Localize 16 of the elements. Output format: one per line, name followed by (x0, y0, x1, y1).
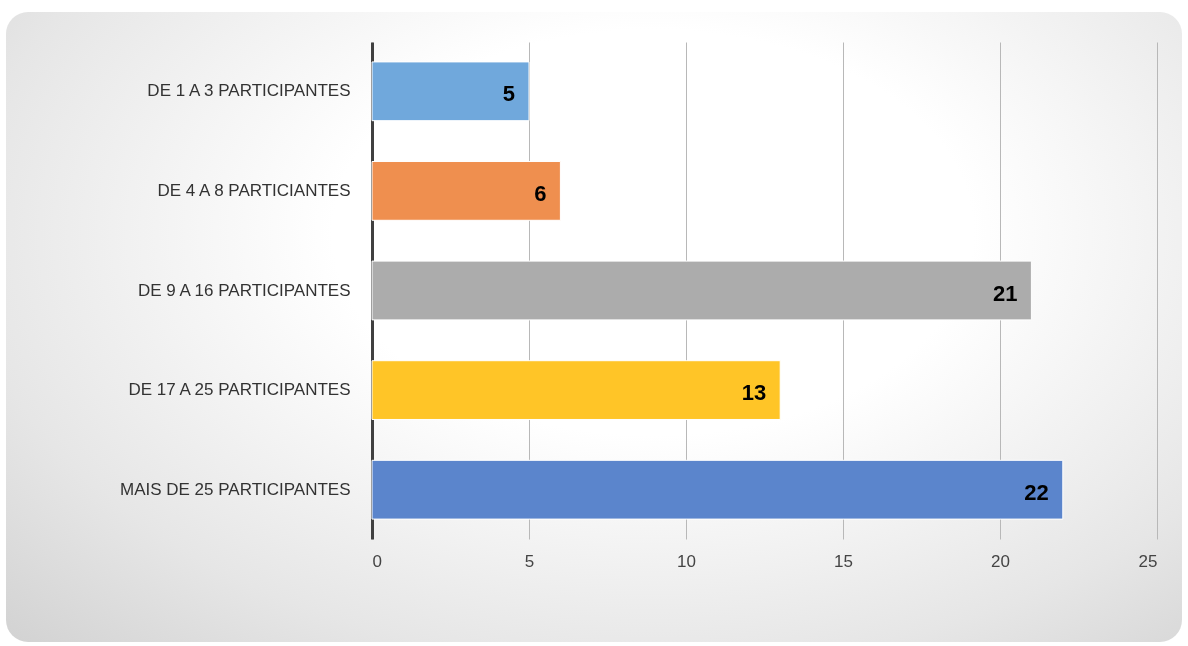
data-label: 6 (534, 180, 547, 206)
x-tick-label: 15 (834, 551, 853, 571)
data-label: 5 (502, 81, 515, 107)
y-tick-label: DE 1 A 3 PARTICIPANTES (147, 81, 351, 101)
x-tick-label: 10 (677, 551, 696, 571)
y-tick-label: DE 4 A 8 PARTICIANTES (157, 180, 351, 200)
x-tick-label: 20 (991, 551, 1010, 571)
y-tick-label: DE 9 A 16 PARTICIPANTES (137, 280, 351, 300)
data-label: 13 (741, 380, 767, 406)
x-tick-label: 0 (372, 551, 382, 571)
x-tick-label: 25 (1138, 551, 1158, 571)
x-tick-label: 5 (524, 551, 535, 571)
data-label: 22 (1024, 479, 1049, 505)
data-label: 21 (992, 280, 1018, 306)
y-tick-label: DE 17 A 25 PARTICIPANTES (128, 380, 351, 400)
y-tick-label: MAIS DE 25 PARTICIPANTES (119, 479, 351, 499)
